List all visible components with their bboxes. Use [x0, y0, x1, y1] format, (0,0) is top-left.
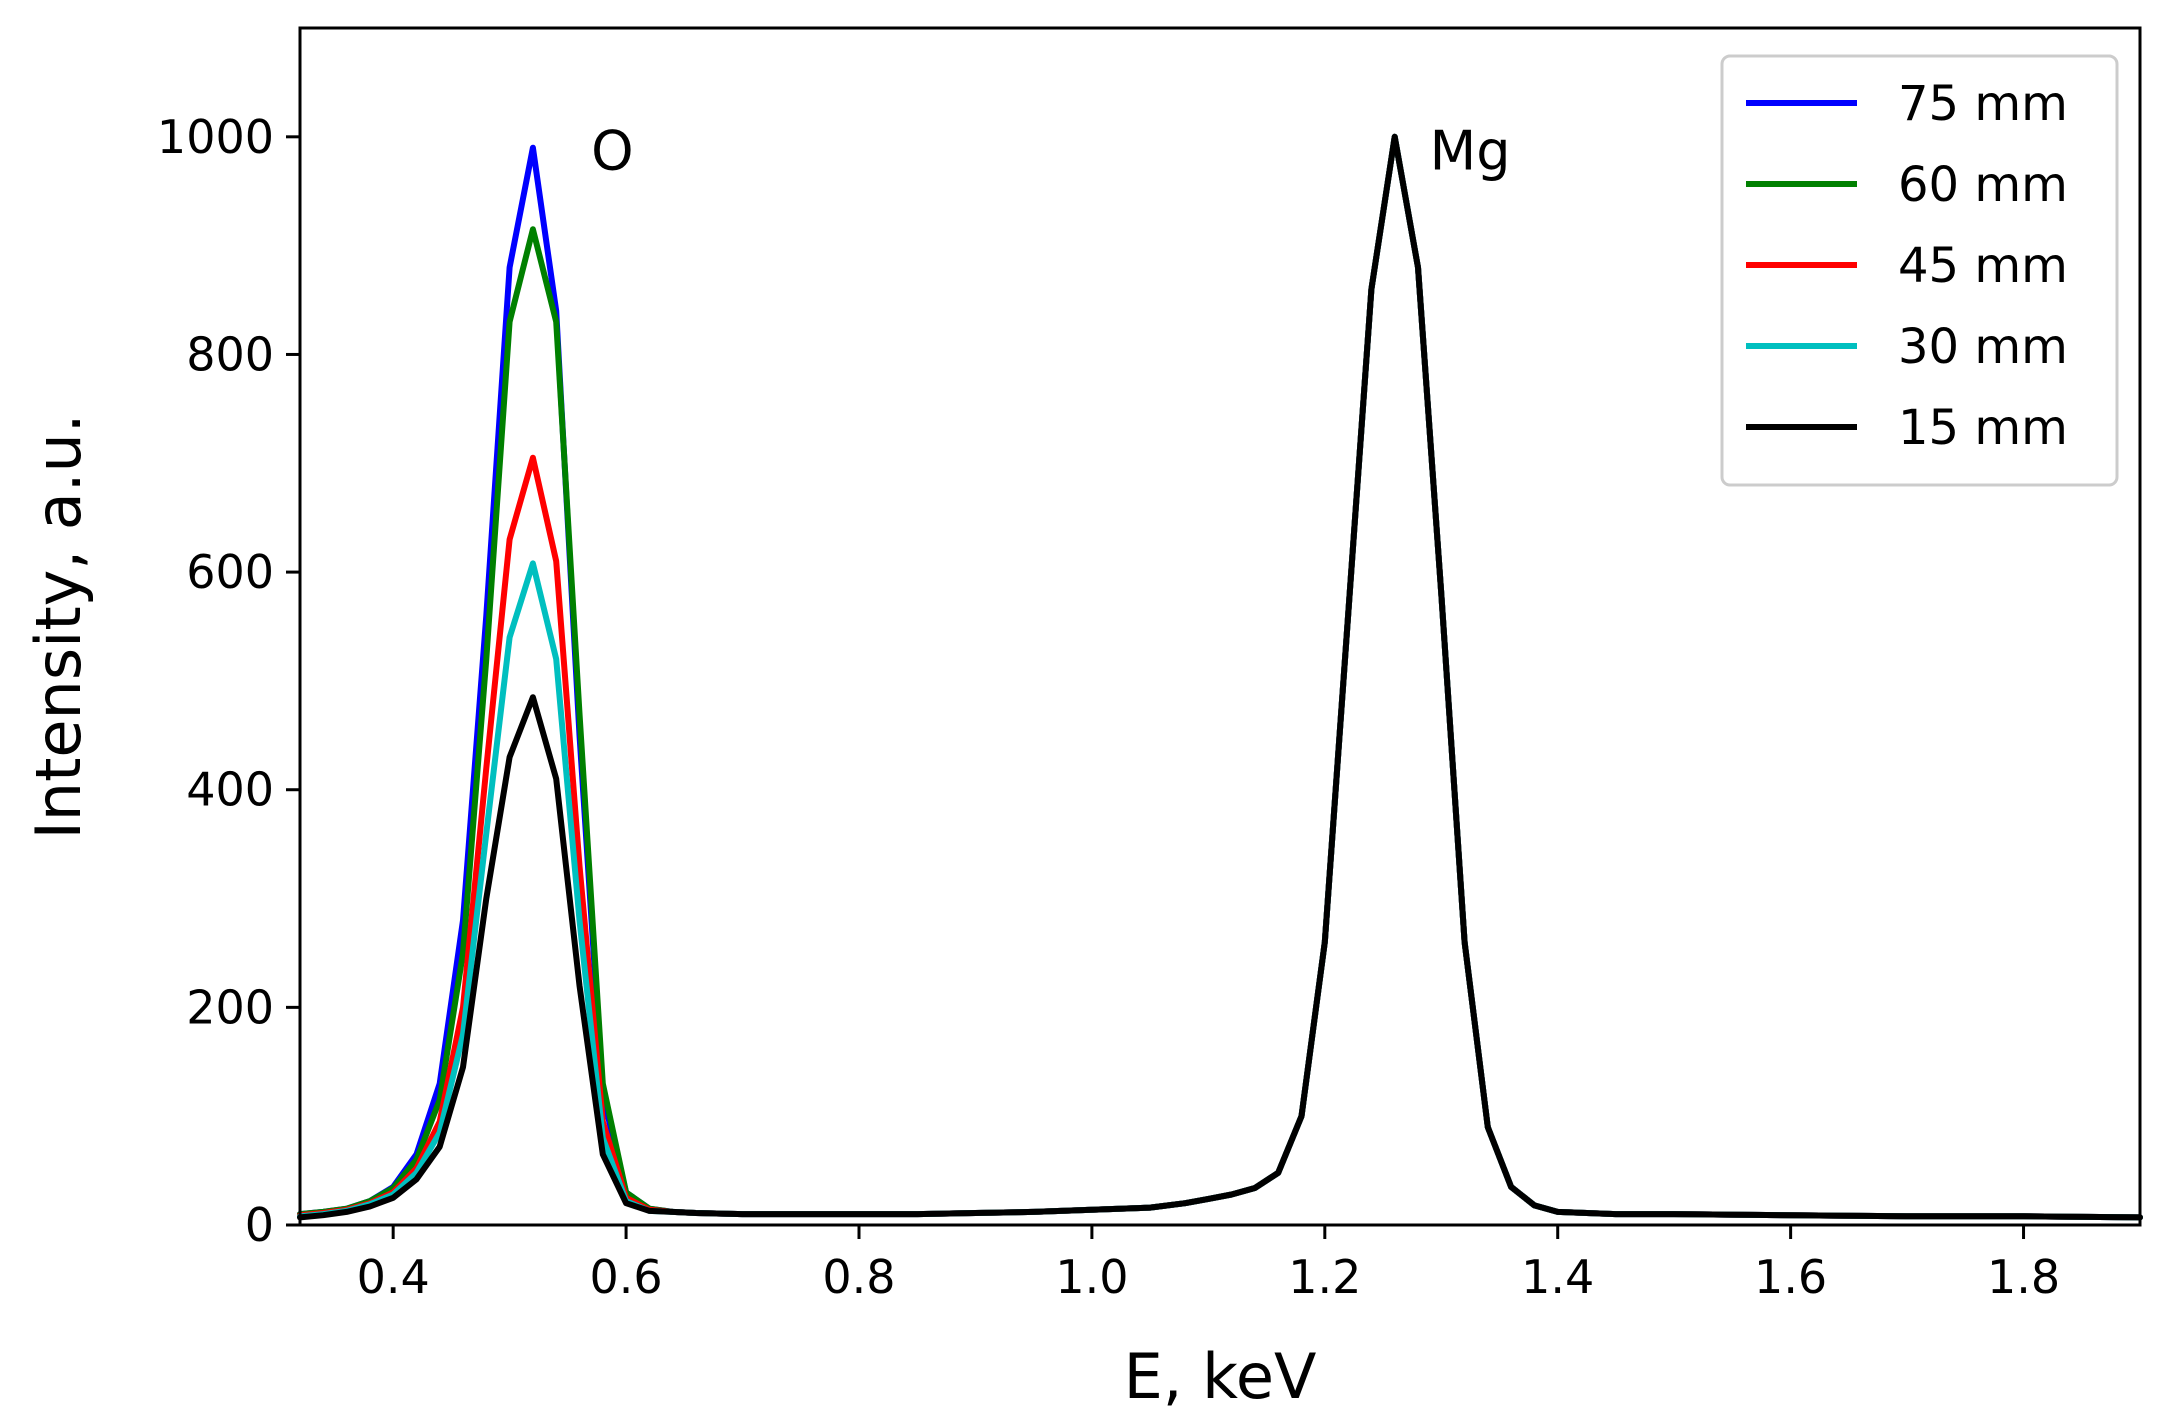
x-tick-label: 1.8 — [1987, 1250, 2060, 1304]
x-tick-label: 1.2 — [1288, 1250, 1361, 1304]
peak-annotations: O Mg — [591, 119, 1510, 182]
x-axis-ticks: 0.4 0.6 0.8 1.0 1.2 1.4 1.6 1.8 — [357, 1225, 2060, 1304]
legend-label-4: 15 mm — [1898, 400, 2068, 456]
x-tick-label: 1.0 — [1055, 1250, 1128, 1304]
series-line-4 — [297, 133, 2143, 1221]
y-axis-ticks: 0 200 400 600 800 1000 — [157, 110, 300, 1252]
y-tick-label: 200 — [186, 980, 274, 1034]
legend: 75 mm 60 mm 45 mm 30 mm 15 mm — [1720, 54, 2119, 487]
x-tick-label: 1.4 — [1521, 1250, 1594, 1304]
y-axis-label: Intensity, a.u. — [22, 414, 95, 840]
x-tick-label: 0.8 — [822, 1250, 895, 1304]
legend-label-1: 60 mm — [1898, 157, 2068, 213]
y-tick-label: 400 — [186, 763, 274, 817]
x-axis-label: E, keV — [1124, 1340, 1317, 1413]
x-tick-label: 0.6 — [589, 1250, 662, 1304]
plot-frame — [298, 26, 2142, 1227]
peak-annotation-mg: Mg — [1430, 119, 1511, 182]
y-tick-label: 600 — [186, 545, 274, 599]
peak-annotation-o: O — [591, 119, 634, 182]
legend-label-0: 75 mm — [1898, 76, 2068, 132]
x-tick-label: 0.4 — [357, 1250, 430, 1304]
y-tick-label: 1000 — [157, 110, 274, 164]
y-tick-label: 0 — [245, 1198, 274, 1252]
legend-box — [1720, 54, 2119, 487]
y-tick-label: 800 — [186, 327, 274, 381]
legend-label-2: 45 mm — [1898, 238, 2068, 294]
legend-label-3: 30 mm — [1898, 319, 2068, 375]
x-tick-label: 1.6 — [1754, 1250, 1827, 1304]
series-layer — [297, 133, 2143, 1221]
